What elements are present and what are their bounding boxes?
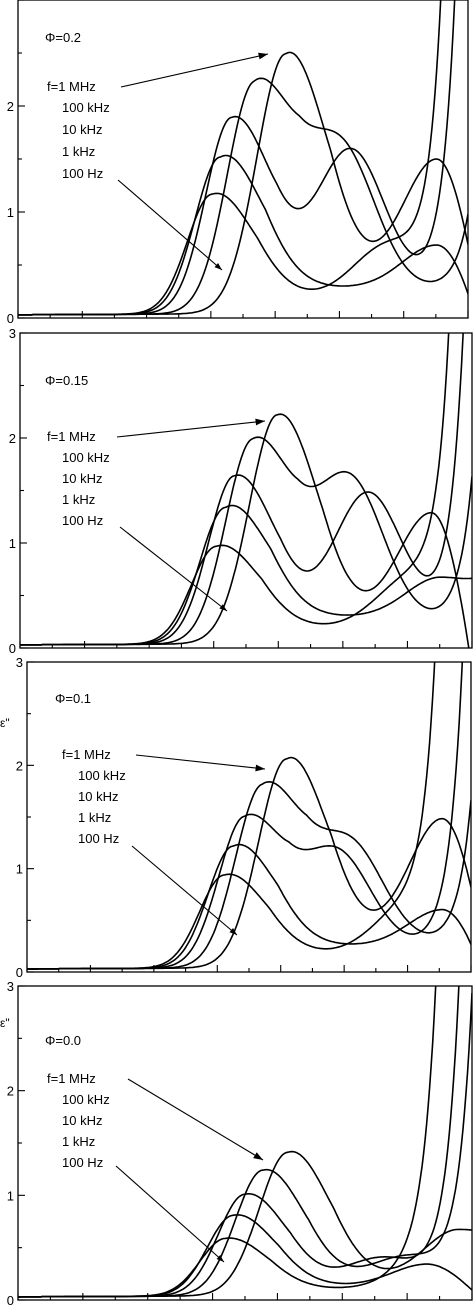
panel-label: Φ=0.2 — [45, 30, 81, 45]
legend-entry-1mhz: f=1 MHz — [47, 429, 96, 444]
y-tick-label: 0 — [16, 965, 23, 980]
legend-entry-1mhz: f=1 MHz — [47, 79, 96, 94]
y-tick-label: 2 — [7, 1084, 14, 1099]
y-tick-label: 3 — [16, 655, 23, 670]
legend-arrow-line — [120, 53, 269, 88]
y-tick-label: 2 — [7, 99, 14, 114]
legend-entry-100khz: 100 kHz — [62, 1092, 110, 1107]
panel-label: Φ=0.0 — [45, 1033, 81, 1048]
series-line-4 — [18, 0, 442, 316]
legend-arrow-head — [255, 764, 265, 772]
y-tick-label: 0 — [9, 641, 16, 656]
legend-entry-100khz: 100 kHz — [62, 100, 110, 115]
chart-panel-phi-0-1: Φ=0.1 ε" f=1 MHz 100 kHz 10 kHz 1 kHz 10… — [0, 655, 472, 980]
legend-arrow-head — [255, 418, 265, 426]
legend-entry-100hz: 100 Hz — [62, 166, 103, 181]
legend-pointer-line — [117, 179, 223, 271]
series-line-4 — [20, 333, 450, 646]
legend-pointer-head — [216, 1254, 224, 1262]
panel-label: Φ=0.1 — [55, 691, 91, 706]
legend-entry-10khz: 10 kHz — [62, 122, 102, 137]
legend-entry-1khz: 1 kHz — [62, 144, 95, 159]
y-axis-label: ε" — [0, 716, 10, 730]
legend-entry-1khz: 1 kHz — [62, 492, 95, 507]
legend-arrow-head — [253, 1152, 263, 1160]
legend-entry-100hz: 100 Hz — [62, 1155, 103, 1170]
chart-panel-phi-0-2: Φ=0.2 f=1 MHz 100 kHz 10 kHz 1 kHz 100 H… — [7, 0, 469, 326]
series-line-4 — [27, 662, 436, 970]
chart-panel-phi-0-0: Φ=0.0 ε" f=1 MHz 100 kHz 10 kHz 1 kHz 10… — [0, 979, 473, 1308]
legend-entry-100khz: 100 kHz — [78, 768, 126, 783]
legend-entry-10khz: 10 kHz — [62, 471, 102, 486]
plot-frame — [17, 0, 469, 319]
y-tick-label: 3 — [9, 326, 16, 341]
y-tick-label: 3 — [7, 979, 14, 994]
legend-entry-10khz: 10 kHz — [62, 1113, 102, 1128]
legend-pointer-head — [214, 263, 222, 270]
y-axis-label: ε" — [0, 1016, 10, 1030]
legend-entry-100hz: 100 Hz — [78, 831, 119, 846]
y-tick-label: 0 — [7, 311, 14, 326]
legend-entry-1mhz: f=1 MHz — [62, 747, 111, 762]
series-line-2 — [18, 986, 460, 1298]
series-line-4 — [18, 986, 437, 1298]
legend-entry-10khz: 10 kHz — [78, 789, 118, 804]
y-tick-label: 1 — [7, 1188, 14, 1203]
legend-entry-100khz: 100 kHz — [62, 450, 110, 465]
series-line-3 — [27, 843, 471, 970]
y-tick-label: 2 — [16, 758, 23, 773]
legend-entry-1khz: 1 kHz — [78, 810, 111, 825]
legend-entry-100hz: 100 Hz — [62, 513, 103, 528]
y-tick-label: 1 — [16, 862, 23, 877]
series-line-0 — [18, 1150, 472, 1298]
legend-entry-1khz: 1 kHz — [62, 1134, 95, 1149]
legend-entry-1mhz: f=1 MHz — [47, 1071, 96, 1086]
legend-pointer-line — [119, 526, 228, 612]
y-tick-label: 1 — [7, 205, 14, 220]
legend-pointer-head — [229, 928, 237, 935]
chart-panel-phi-0-15: Φ=0.15 f=1 MHz 100 kHz 10 kHz 1 kHz 100 … — [9, 326, 473, 656]
panel-label: Φ=0.15 — [45, 373, 88, 388]
legend-arrow-line — [116, 420, 266, 438]
y-tick-label: 1 — [9, 536, 16, 551]
legend-pointer-line — [131, 845, 238, 936]
legend-arrow-line — [135, 754, 266, 770]
series-line-2 — [27, 662, 464, 970]
legend-pointer-line — [115, 1165, 225, 1263]
y-tick-label: 0 — [7, 1293, 14, 1308]
legend-pointer-head — [219, 604, 227, 611]
legend-arrow-head — [258, 52, 268, 60]
y-tick-label: 2 — [9, 431, 16, 446]
legend-arrow-line — [127, 1078, 264, 1161]
